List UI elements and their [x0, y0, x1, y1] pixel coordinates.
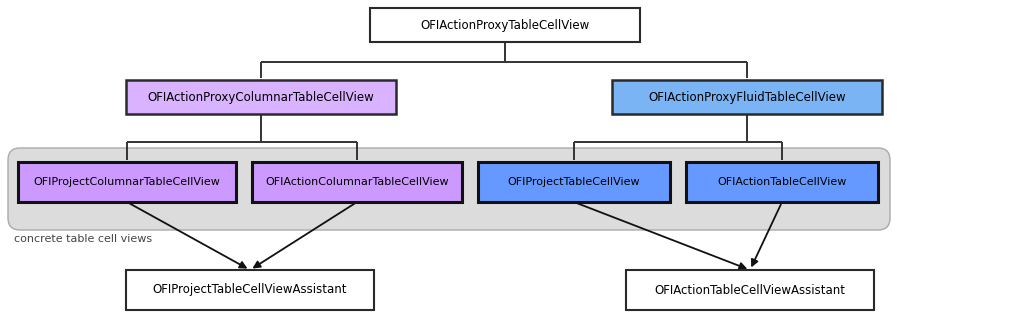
Text: OFIActionProxyFluidTableCellView: OFIActionProxyFluidTableCellView: [647, 91, 845, 104]
FancyBboxPatch shape: [126, 80, 395, 114]
Text: OFIProjectTableCellView: OFIProjectTableCellView: [507, 177, 640, 187]
Text: OFIProjectTableCellViewAssistant: OFIProjectTableCellViewAssistant: [153, 283, 346, 297]
FancyBboxPatch shape: [478, 162, 669, 202]
FancyBboxPatch shape: [126, 270, 374, 310]
FancyBboxPatch shape: [686, 162, 877, 202]
FancyBboxPatch shape: [18, 162, 235, 202]
Text: OFIActionProxyColumnarTableCellView: OFIActionProxyColumnarTableCellView: [148, 91, 374, 104]
Text: OFIActionTableCellViewAssistant: OFIActionTableCellViewAssistant: [654, 283, 845, 297]
Text: concrete table cell views: concrete table cell views: [14, 234, 152, 244]
FancyBboxPatch shape: [8, 148, 890, 230]
FancyBboxPatch shape: [252, 162, 462, 202]
FancyBboxPatch shape: [611, 80, 881, 114]
Text: OFIProjectColumnarTableCellView: OFIProjectColumnarTableCellView: [34, 177, 220, 187]
Text: OFIActionColumnarTableCellView: OFIActionColumnarTableCellView: [265, 177, 448, 187]
Text: OFIActionTableCellView: OFIActionTableCellView: [716, 177, 846, 187]
FancyBboxPatch shape: [370, 8, 639, 42]
FancyBboxPatch shape: [626, 270, 873, 310]
Text: OFIActionProxyTableCellView: OFIActionProxyTableCellView: [420, 18, 589, 31]
